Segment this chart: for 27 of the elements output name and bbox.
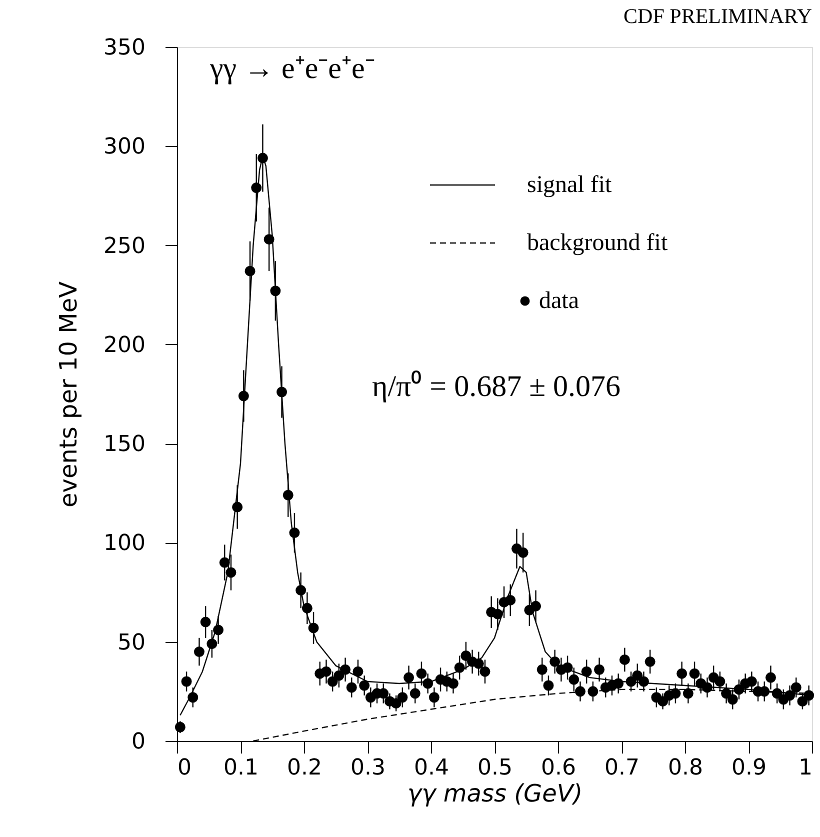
y-tick-label: 0 (132, 730, 146, 754)
x-tick-label: 0.1 (224, 756, 258, 780)
y-tick-label: 150 (104, 432, 146, 458)
x-tick-label: 0.8 (668, 756, 703, 780)
legend-label: signal fit (527, 172, 612, 198)
x-tick-label: 0.3 (350, 756, 386, 780)
x-tick-label: 1 (798, 756, 812, 780)
legend-label: data (539, 288, 580, 314)
annotation: γγ → e⁺e⁻e⁺e⁻ (209, 52, 375, 85)
annotation: η/π⁰ = 0.687 ± 0.076 (372, 370, 621, 403)
x-tick-label: 0.6 (541, 756, 576, 780)
y-tick-label: 250 (104, 234, 146, 259)
x-tick-label: 0.9 (732, 756, 766, 780)
x-tick-label: 0.2 (287, 756, 322, 780)
y-tick-label: 300 (104, 134, 146, 160)
y-tick-label: 50 (118, 630, 146, 656)
x-tick-label: 0 (178, 756, 192, 780)
y-tick-label: 350 (104, 36, 146, 60)
y-axis-title: events per 10 MeV (54, 280, 83, 508)
y-tick-label: 100 (104, 531, 146, 556)
x-tick-label: 0.7 (604, 756, 640, 780)
y-tick-label: 200 (104, 332, 146, 358)
legend-label: background fit (527, 230, 668, 256)
x-tick-label: 0.5 (478, 756, 512, 780)
text: CDF PRELIMINARY (624, 4, 812, 28)
x-tick-label: 0.4 (414, 756, 449, 780)
x-axis-title: γγ mass (GeV) (407, 780, 583, 808)
